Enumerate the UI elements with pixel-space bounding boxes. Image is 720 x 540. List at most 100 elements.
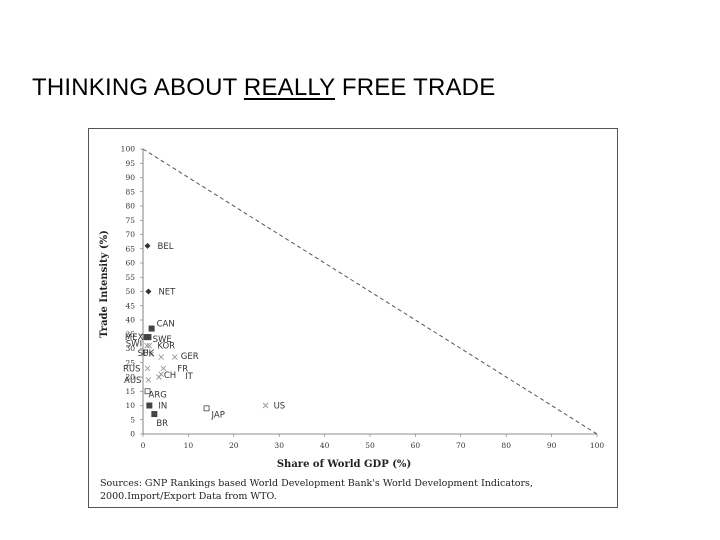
square-marker [151, 411, 158, 418]
title-part-1: THINKING ABOUT [32, 74, 244, 101]
point-label: IT [185, 372, 194, 382]
y-tick-label: 45 [125, 301, 135, 310]
y-axis-title: Trade Intensity (%) [99, 230, 110, 338]
x-marker [171, 354, 178, 360]
point-label: JAP [211, 410, 225, 420]
data-point-fr: FR [160, 364, 188, 374]
x-tick-label: 40 [320, 441, 330, 450]
x-marker [148, 351, 154, 358]
y-tick-label: 5 [130, 415, 135, 424]
point-label: AUS [124, 376, 141, 386]
y-tick-label: 20 [125, 373, 135, 382]
point-label: US [274, 402, 286, 412]
point-label: RUS [123, 364, 141, 374]
x-tick-label: 60 [411, 441, 421, 450]
data-point-jap: JAP [203, 405, 225, 420]
y-tick-label: 25 [125, 358, 135, 367]
x-tick-label: 0 [141, 441, 146, 450]
data-point-ger: GER [171, 352, 199, 362]
y-tick-labels: 0 5 10 15 20 25 30 35 40 45 50 55 60 65 70 75 80 85 90 95 10… [121, 145, 143, 439]
chart-figure: 0 5 10 15 20 25 30 35 40 45 50 55 60 65 70 75 80 85 90 95 10… [88, 128, 618, 508]
y-tick-label: 70 [125, 230, 135, 239]
y-tick-label: 65 [125, 244, 135, 253]
data-point-arg: ARG [144, 388, 167, 400]
slide-title: THINKING ABOUT REALLY FREE TRADE [32, 74, 495, 102]
data-point-kor: KOR [146, 342, 175, 352]
data-point-can: CAN [148, 320, 175, 332]
point-label: UK [142, 349, 154, 359]
data-point-br: BR [151, 411, 168, 429]
point-label: BEL [158, 242, 174, 252]
source-note: Sources: GNP Rankings based World Develo… [100, 477, 600, 503]
open-square-marker [144, 388, 151, 395]
y-tick-label: 15 [125, 387, 135, 396]
y-tick-label: 90 [125, 173, 135, 182]
diamond-marker [144, 242, 151, 249]
data-point-sp: SP [138, 349, 154, 359]
point-label: SWE [153, 335, 172, 345]
x-tick-label: 20 [229, 441, 239, 450]
diamond-marker [145, 288, 152, 295]
y-tick-label: 35 [125, 330, 135, 339]
y-tick-label: 60 [125, 259, 135, 268]
x-marker [144, 342, 150, 349]
x-tick-label: 10 [184, 441, 194, 450]
y-tick-label: 85 [125, 187, 135, 196]
source-line-2: 2000.Import/Export Data from WTO. [100, 491, 277, 502]
y-tick-label: 75 [125, 216, 135, 225]
title-part-2: FREE TRADE [334, 74, 496, 101]
y-tick-label: 50 [125, 287, 135, 296]
scatter-chart: 0 5 10 15 20 25 30 35 40 45 50 55 60 65 70 75 80 85 90 95 10… [99, 145, 605, 471]
title-emphasis: REALLY [243, 74, 335, 101]
x-tick-label: 100 [590, 441, 605, 450]
data-point-us: US [262, 402, 286, 412]
point-label: CH [164, 371, 176, 381]
data-point-in: IN [146, 402, 167, 412]
x-marker [158, 371, 164, 377]
point-label: SWI [126, 340, 142, 350]
source-line-1: Sources: GNP Rankings based World Develo… [100, 478, 533, 489]
x-tick-label: 50 [365, 441, 375, 450]
point-label: SP [138, 349, 149, 359]
x-marker [262, 402, 269, 409]
y-tick-label: 55 [125, 273, 135, 282]
y-tick-label: 95 [125, 159, 135, 168]
x-tick-label: 70 [456, 441, 466, 450]
reference-line [142, 148, 598, 435]
data-point-rus: RUS [123, 364, 151, 374]
y-tick-label: 0 [130, 430, 135, 439]
square-marker [146, 402, 153, 409]
x-tick-label: 90 [547, 441, 557, 450]
data-point-it: IT [158, 371, 194, 382]
square-marker [148, 325, 155, 332]
x-marker [146, 342, 153, 349]
x-marker [145, 377, 152, 383]
point-label: GER [181, 352, 199, 362]
x-tick-label: 30 [274, 441, 284, 450]
x-tick-label: 80 [501, 441, 511, 450]
data-point-swe: SWE [143, 334, 172, 345]
x-tick-labels: 0 10 20 30 40 50 60 70 80 90 100 [141, 434, 605, 450]
point-label: IN [158, 402, 167, 412]
square-marker [143, 334, 150, 341]
y-tick-label: 80 [125, 202, 135, 211]
data-point-swi: SWI [126, 340, 150, 350]
data-point-uk: UK [142, 349, 164, 360]
y-tick-label: 10 [125, 401, 135, 410]
data-point-net: NET [145, 288, 176, 298]
point-label: MEX [125, 333, 144, 343]
y-tick-label: 100 [121, 145, 136, 154]
data-point-aus: AUS [124, 376, 152, 386]
point-label: KOR [157, 342, 175, 352]
y-tick-label: 30 [125, 344, 135, 353]
x-marker [144, 365, 151, 372]
point-label: ARG [149, 390, 167, 400]
data-point-bel: BEL [144, 242, 174, 252]
x-marker [158, 354, 164, 360]
point-label: FR [177, 364, 188, 374]
x-marker [160, 365, 167, 372]
open-square-marker [203, 405, 210, 412]
point-label: CAN [157, 320, 175, 330]
y-tick-label: 40 [125, 316, 135, 325]
